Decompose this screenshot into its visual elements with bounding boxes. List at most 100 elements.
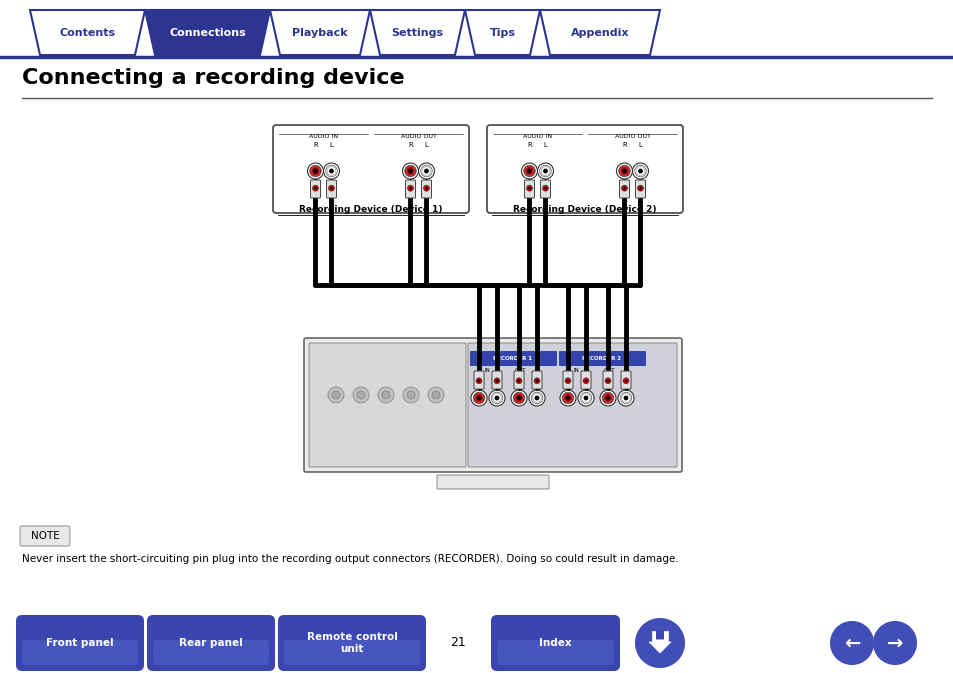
Circle shape <box>517 396 521 400</box>
Circle shape <box>511 390 526 406</box>
FancyBboxPatch shape <box>20 526 70 546</box>
Circle shape <box>332 391 339 399</box>
Circle shape <box>314 187 316 190</box>
Circle shape <box>476 378 481 384</box>
FancyBboxPatch shape <box>326 180 336 198</box>
Circle shape <box>476 396 481 400</box>
Circle shape <box>310 166 321 177</box>
Text: Connections: Connections <box>169 28 246 38</box>
Text: →: → <box>886 633 902 653</box>
Polygon shape <box>648 642 670 653</box>
Circle shape <box>424 169 429 174</box>
Circle shape <box>604 378 610 384</box>
FancyBboxPatch shape <box>421 180 431 198</box>
Circle shape <box>420 166 432 177</box>
Circle shape <box>523 166 535 177</box>
FancyBboxPatch shape <box>524 180 534 198</box>
Circle shape <box>637 185 643 191</box>
Text: OUT: OUT <box>603 368 615 373</box>
Circle shape <box>536 380 537 382</box>
Text: Settings: Settings <box>391 28 443 38</box>
Text: L: L <box>424 142 428 148</box>
Circle shape <box>624 380 627 382</box>
Circle shape <box>829 621 873 665</box>
Circle shape <box>622 187 625 190</box>
Circle shape <box>307 163 323 179</box>
FancyBboxPatch shape <box>497 640 614 665</box>
Circle shape <box>407 185 413 191</box>
Circle shape <box>353 387 369 403</box>
Text: L: L <box>543 142 547 148</box>
FancyBboxPatch shape <box>562 371 573 389</box>
FancyBboxPatch shape <box>16 615 144 671</box>
Circle shape <box>622 378 628 384</box>
Text: Connecting a recording device: Connecting a recording device <box>22 68 404 88</box>
Circle shape <box>496 380 497 382</box>
FancyBboxPatch shape <box>656 631 663 639</box>
Circle shape <box>542 169 547 174</box>
FancyBboxPatch shape <box>514 371 523 389</box>
Circle shape <box>521 163 537 179</box>
Circle shape <box>561 392 573 404</box>
Circle shape <box>528 187 530 190</box>
Text: AUDIO OUT: AUDIO OUT <box>400 134 436 139</box>
Text: Recording Device (Device 2): Recording Device (Device 2) <box>513 205 656 214</box>
Circle shape <box>621 169 626 174</box>
Text: AUDIO OUT: AUDIO OUT <box>614 134 650 139</box>
Circle shape <box>539 166 551 177</box>
Circle shape <box>606 380 609 382</box>
Circle shape <box>517 380 519 382</box>
Circle shape <box>635 618 684 668</box>
Circle shape <box>402 163 418 179</box>
Circle shape <box>428 387 443 403</box>
Polygon shape <box>464 10 539 55</box>
Text: OUT: OUT <box>515 368 526 373</box>
FancyBboxPatch shape <box>492 371 501 389</box>
Circle shape <box>423 185 429 191</box>
Text: IN: IN <box>483 368 489 373</box>
Circle shape <box>513 392 524 404</box>
Circle shape <box>559 390 576 406</box>
FancyBboxPatch shape <box>540 180 550 198</box>
Circle shape <box>564 378 571 384</box>
Circle shape <box>325 166 337 177</box>
FancyBboxPatch shape <box>602 371 613 389</box>
FancyBboxPatch shape <box>147 615 274 671</box>
Circle shape <box>584 380 587 382</box>
Text: Rear panel: Rear panel <box>179 638 243 648</box>
Circle shape <box>618 166 630 177</box>
Text: R: R <box>621 142 626 148</box>
Circle shape <box>872 621 916 665</box>
Circle shape <box>418 163 434 179</box>
FancyBboxPatch shape <box>580 371 590 389</box>
Circle shape <box>829 621 873 665</box>
Text: Recording Device (Device 1): Recording Device (Device 1) <box>299 205 442 214</box>
Text: R: R <box>313 142 317 148</box>
Circle shape <box>491 392 502 404</box>
Circle shape <box>531 392 542 404</box>
Circle shape <box>381 391 390 399</box>
Circle shape <box>537 163 553 179</box>
FancyBboxPatch shape <box>620 371 630 389</box>
Text: Tips: Tips <box>489 28 515 38</box>
Circle shape <box>328 387 344 403</box>
Circle shape <box>409 187 412 190</box>
Circle shape <box>323 163 339 179</box>
FancyBboxPatch shape <box>618 180 629 198</box>
Circle shape <box>516 378 521 384</box>
Circle shape <box>526 185 532 191</box>
FancyBboxPatch shape <box>436 475 548 489</box>
Circle shape <box>599 390 616 406</box>
FancyBboxPatch shape <box>152 640 269 665</box>
FancyBboxPatch shape <box>310 180 320 198</box>
Circle shape <box>619 392 631 404</box>
Circle shape <box>473 392 484 404</box>
Polygon shape <box>30 10 145 55</box>
FancyBboxPatch shape <box>470 351 557 366</box>
Polygon shape <box>651 631 667 642</box>
Text: Never insert the short-circuiting pin plug into the recording output connectors : Never insert the short-circuiting pin pl… <box>22 554 678 564</box>
Circle shape <box>632 163 648 179</box>
FancyBboxPatch shape <box>558 351 645 366</box>
Polygon shape <box>270 10 370 55</box>
Circle shape <box>330 187 333 190</box>
